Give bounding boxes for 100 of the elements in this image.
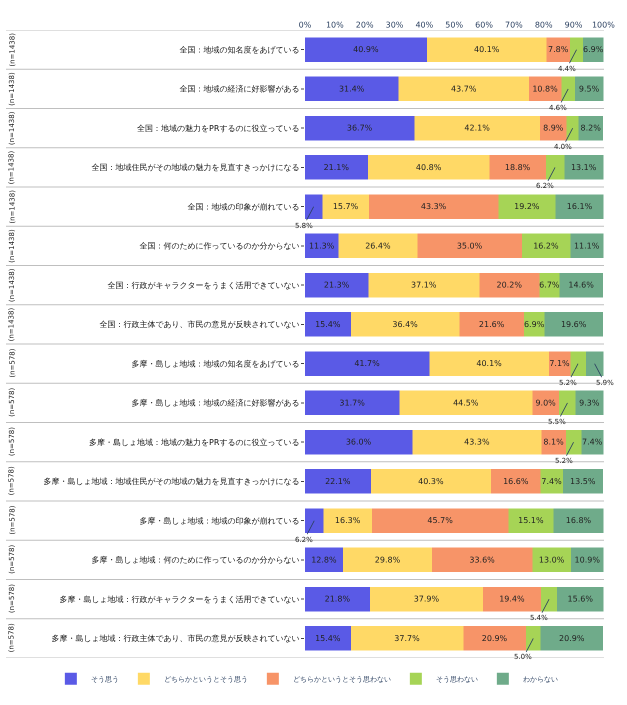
y-tick-label: 全国：地域の印象が崩れている (187, 202, 300, 212)
data-label: 19.6% (560, 320, 587, 329)
data-label: 31.7% (339, 398, 366, 408)
bar (305, 194, 322, 219)
bar (343, 548, 432, 572)
data-label: 16.6% (503, 476, 529, 486)
y-tick-label: 多摩・島しょ地域：地域の経済に好影響がある (131, 398, 300, 408)
data-label: 7.1% (549, 359, 570, 368)
data-label: 16.8% (566, 516, 592, 526)
data-label: 37.1% (411, 280, 437, 290)
data-label: 6.7% (539, 280, 560, 290)
data-label: 37.7% (394, 634, 420, 643)
bar (541, 586, 558, 612)
bar (578, 116, 604, 140)
data-label: 21.1% (324, 162, 350, 172)
bar (463, 626, 526, 651)
bar (305, 469, 371, 494)
bar (368, 155, 490, 180)
data-label: 18.8% (504, 162, 531, 172)
bar (305, 548, 344, 572)
data-label: 13.0% (538, 555, 565, 564)
data-label: 22.1% (325, 476, 351, 486)
x-tick-label: 50% (445, 20, 464, 30)
bar (368, 272, 480, 298)
x-tick-label: 100% (592, 20, 616, 30)
bar (575, 76, 604, 102)
data-label: 43.7% (450, 84, 477, 94)
bar (427, 37, 547, 62)
data-label: 8.1% (543, 438, 564, 447)
y-tick-label: 多摩・島しょ地域：行政がキャラクターをうまく活用できていない (59, 594, 300, 604)
bar (562, 469, 604, 494)
data-label: 10.8% (532, 84, 558, 94)
bar (540, 469, 563, 494)
bar (305, 430, 412, 454)
bar (414, 116, 540, 140)
bar (398, 76, 530, 102)
bar (532, 390, 560, 416)
data-label: 45.7% (427, 516, 454, 526)
data-label: 36.4% (392, 320, 418, 329)
bar (544, 312, 604, 337)
data-label: 19.4% (499, 594, 525, 604)
bar (490, 155, 546, 180)
bar (570, 37, 584, 62)
bar (542, 430, 566, 454)
data-label: 21.8% (324, 594, 350, 604)
data-label: 26.4% (365, 241, 392, 250)
y-tick-label: 多摩・島しょ地域：地域の知名度をあげている (131, 359, 300, 368)
data-label: 16.3% (334, 516, 361, 526)
data-label: 40.3% (418, 476, 444, 486)
data-label: 12.8% (311, 555, 338, 564)
data-label: 15.4% (315, 634, 341, 643)
data-label: 40.1% (474, 45, 500, 54)
data-label: 40.8% (416, 162, 442, 172)
y-tick-label: 全国：行政主体であり、市民の意見が反映されていない (99, 320, 300, 330)
x-tick-label: 70% (504, 20, 524, 30)
bar (305, 76, 399, 102)
data-label: 9.0% (535, 398, 556, 408)
bar (546, 155, 564, 180)
data-label: 11.1% (574, 241, 600, 250)
data-label: 20.9% (482, 634, 508, 643)
data-label: 7.4% (541, 476, 562, 486)
data-label: 8.2% (580, 124, 602, 133)
bar (576, 390, 604, 416)
bar (305, 37, 428, 62)
bar (305, 234, 339, 258)
bar (305, 155, 368, 180)
bar (566, 430, 582, 454)
bar (526, 626, 541, 651)
x-tick-label: 30% (386, 20, 404, 30)
bar (372, 508, 509, 533)
y-tick-label: 多摩・島しょ地域：地域住民がその地域の魅力を見直すきっかけになる (43, 477, 300, 486)
bar (498, 194, 556, 219)
x-tick-label: 80% (534, 20, 554, 30)
data-label: 15.1% (518, 516, 544, 526)
bar (322, 194, 370, 219)
bar (559, 390, 576, 416)
y-tick-label: 多摩・島しょ地域：何のために作っているのか分からない (91, 556, 300, 565)
data-label: 10.9% (574, 555, 600, 564)
data-label: 7.8% (548, 45, 569, 54)
data-label: 31.4% (338, 84, 365, 94)
data-label: 40.9% (353, 45, 379, 54)
data-label: 19.2% (514, 202, 540, 212)
data-label: 37.9% (414, 594, 440, 604)
bar (305, 351, 430, 376)
bar (529, 76, 562, 102)
data-label: 15.4% (315, 320, 341, 329)
bar (491, 469, 541, 494)
data-label: 15.6% (568, 594, 594, 604)
bar (540, 116, 567, 140)
data-label: 42.1% (464, 124, 490, 133)
y-tick-label: 多摩・島しょ地域：地域の魅力をPRするのに役立っている (89, 438, 300, 447)
bar (305, 312, 351, 337)
bar (561, 76, 576, 102)
bar (549, 351, 570, 376)
data-label: 36.7% (346, 124, 373, 133)
data-label: 43.3% (420, 202, 447, 212)
bar (350, 626, 464, 651)
data-label: 15.7% (332, 202, 359, 212)
bar (338, 234, 418, 258)
bar (324, 508, 372, 533)
